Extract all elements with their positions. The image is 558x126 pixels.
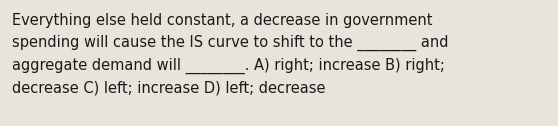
Text: Everything else held constant, a decrease in government
spending will cause the : Everything else held constant, a decreas… [12,13,449,95]
